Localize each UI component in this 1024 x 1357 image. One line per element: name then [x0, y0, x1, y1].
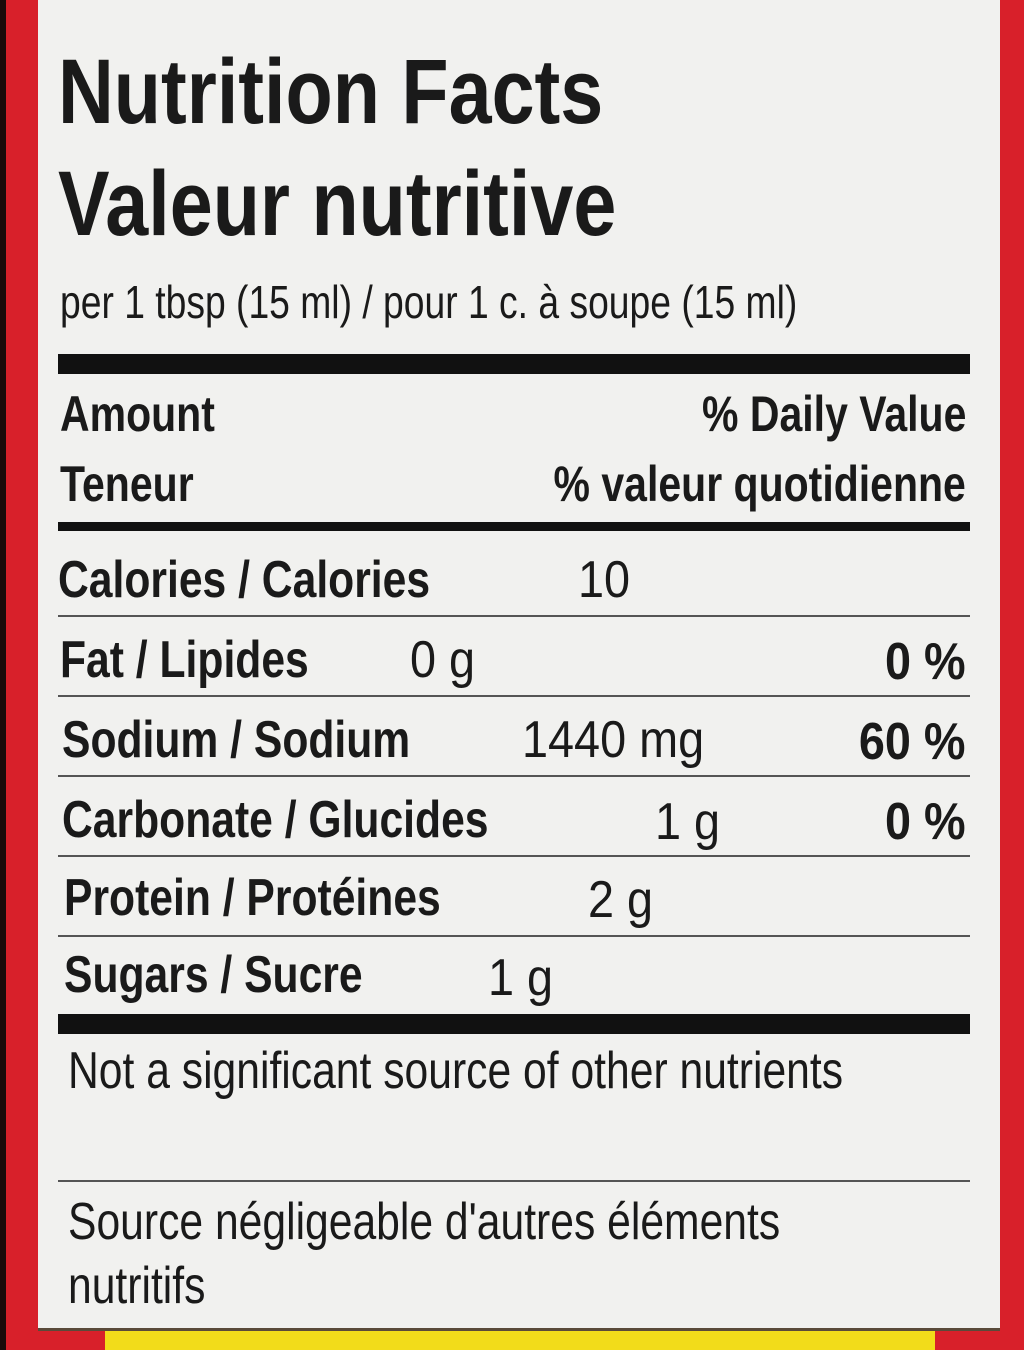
row-divider	[58, 775, 970, 777]
row-divider	[58, 615, 970, 617]
amount-header-en: Amount	[60, 386, 215, 442]
nutrient-amount: 1440 mg	[522, 711, 705, 769]
title-en: Nutrition Facts	[58, 41, 604, 143]
nutrient-amount: 1 g	[488, 949, 554, 1007]
nutrient-dv: 0 %	[885, 793, 966, 851]
nutrient-dv: 60 %	[859, 713, 966, 771]
row-divider	[58, 935, 970, 937]
nutrient-amount: 10	[578, 551, 631, 609]
title-fr: Valeur nutritive	[58, 153, 617, 255]
nutrient-label: Calories / Calories	[58, 551, 431, 609]
medium-divider	[58, 522, 970, 531]
amount-header-fr: Teneur	[60, 456, 194, 512]
serving-size: per 1 tbsp (15 ml) / pour 1 c. à soupe (…	[60, 276, 798, 328]
nutrient-amount: 0 g	[410, 631, 476, 689]
footnote-fr: Source négligeable d'autres éléments nut…	[68, 1193, 781, 1315]
nutrient-label: Sodium / Sodium	[62, 711, 411, 769]
thick-divider	[58, 354, 970, 374]
nutrient-label: Sugars / Sucre	[64, 946, 363, 1004]
nutrient-amount: 2 g	[588, 871, 654, 929]
footnote-en: Not a significant source of other nutrie…	[68, 1042, 844, 1100]
nutrient-label: Carbonate / Glucides	[62, 791, 489, 849]
package-edge	[0, 0, 6, 1350]
package-yellow-strip	[105, 1330, 935, 1350]
nutrient-label: Protein / Protéines	[64, 869, 441, 927]
row-divider	[58, 855, 970, 857]
nutrition-facts-label	[38, 0, 1000, 1331]
nutrient-dv: 0 %	[885, 633, 966, 691]
dv-header-en: % Daily Value	[701, 386, 966, 442]
nutrient-amount: 1 g	[655, 793, 721, 851]
footnote-divider	[58, 1180, 970, 1182]
thick-divider	[58, 1014, 970, 1034]
row-divider	[58, 695, 970, 697]
dv-header-fr: % valeur quotidienne	[553, 456, 966, 512]
nutrient-label: Fat / Lipides	[60, 631, 309, 689]
